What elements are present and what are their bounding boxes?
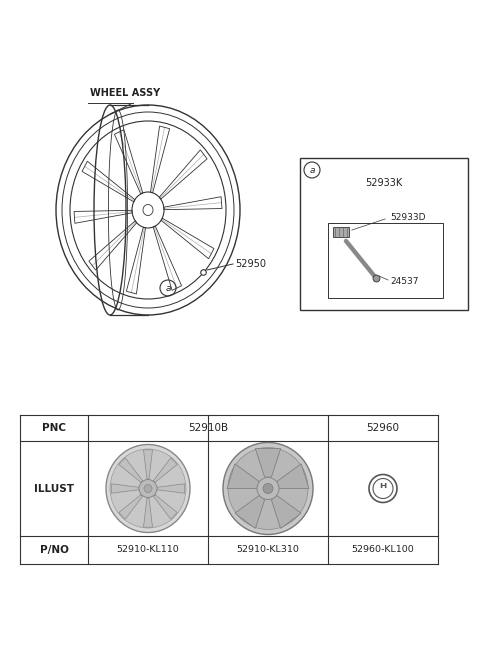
Circle shape (257, 478, 279, 499)
Text: 52960-KL100: 52960-KL100 (352, 545, 414, 555)
Polygon shape (277, 464, 309, 489)
Bar (300, 158, 468, 310)
Ellipse shape (223, 443, 313, 535)
Polygon shape (144, 450, 153, 478)
Circle shape (139, 480, 157, 497)
Ellipse shape (106, 445, 190, 533)
Text: 52950: 52950 (235, 259, 266, 269)
Polygon shape (111, 484, 139, 493)
Ellipse shape (228, 447, 308, 530)
Polygon shape (119, 458, 143, 482)
Text: 52910-KL310: 52910-KL310 (237, 545, 300, 555)
FancyBboxPatch shape (333, 227, 349, 237)
Circle shape (144, 484, 152, 493)
Text: 24537: 24537 (390, 277, 419, 286)
Polygon shape (144, 499, 153, 527)
Polygon shape (235, 495, 264, 528)
Text: PNC: PNC (42, 423, 66, 433)
Text: WHEEL ASSY: WHEEL ASSY (90, 88, 160, 98)
Text: ᴴ: ᴴ (379, 482, 386, 496)
Text: 52933D: 52933D (390, 214, 425, 223)
Bar (328, 223, 443, 298)
Ellipse shape (110, 449, 186, 528)
Text: P/NO: P/NO (39, 545, 69, 555)
Polygon shape (157, 484, 185, 493)
Polygon shape (271, 495, 301, 528)
Circle shape (263, 484, 273, 493)
Polygon shape (154, 458, 177, 482)
Polygon shape (154, 495, 177, 519)
Text: 52960: 52960 (367, 423, 399, 433)
Polygon shape (227, 464, 259, 489)
Polygon shape (119, 495, 143, 519)
Text: ILLUST: ILLUST (34, 484, 74, 493)
Text: 52933K: 52933K (365, 178, 403, 188)
Polygon shape (255, 449, 281, 477)
Text: a: a (165, 284, 171, 293)
Text: a: a (309, 166, 315, 175)
Text: 52910B: 52910B (188, 423, 228, 433)
Text: 52910-KL110: 52910-KL110 (117, 545, 180, 555)
